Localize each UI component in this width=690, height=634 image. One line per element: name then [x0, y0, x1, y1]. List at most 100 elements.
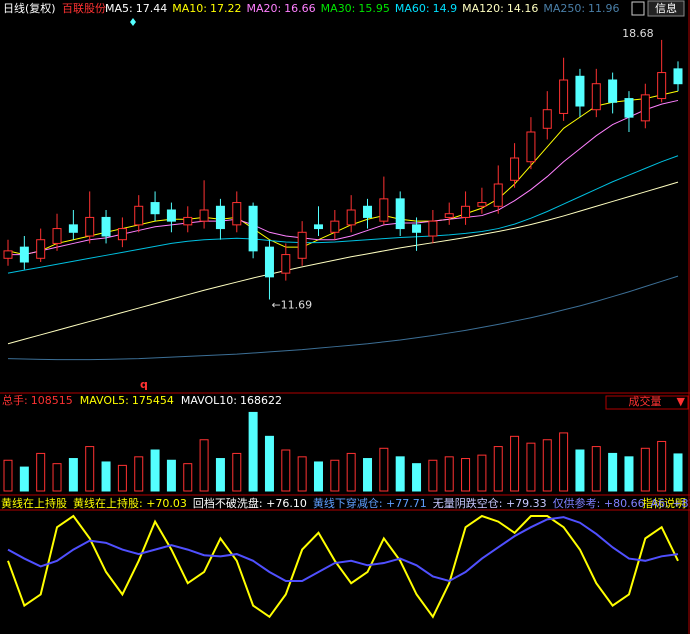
ma-legend: MA120: 14.16 [462, 2, 538, 15]
legend-name: MAVOL5: [80, 394, 129, 407]
diamond-marker [130, 18, 136, 26]
volume-bar [673, 453, 683, 492]
volume-bar [477, 454, 487, 492]
candle-body [68, 224, 78, 233]
volume-bar [85, 446, 95, 492]
info-label[interactable]: 信息 [655, 1, 677, 15]
volume-bar [199, 439, 209, 492]
candle-body [444, 213, 454, 218]
volume-bar [591, 446, 601, 492]
ma-value: 11.96 [588, 2, 620, 15]
volume-bar [264, 435, 274, 492]
candle-body [510, 157, 520, 181]
ma-line [7, 275, 679, 361]
indicator-help[interactable]: 指标说明 [642, 496, 686, 510]
volume-bar [297, 456, 307, 492]
selector-label[interactable]: 成交量 [629, 394, 662, 408]
candle-body [395, 198, 405, 230]
volume-bar [575, 449, 585, 492]
volume-bar [248, 411, 258, 492]
candle-body [3, 250, 13, 259]
candle-body [19, 246, 29, 263]
candle-body [624, 98, 634, 118]
candle-body [117, 228, 127, 241]
candle-body [85, 216, 95, 237]
ma-value: 17.22 [210, 2, 242, 15]
candle-body [313, 224, 323, 230]
candle-body [150, 202, 160, 215]
volume-bar [3, 459, 13, 492]
volume-bar [444, 456, 454, 492]
ma-legend: MA10: 17.22 [172, 2, 241, 15]
ma-name: MA10: [172, 2, 207, 15]
legend-name: MAVOL10: [181, 394, 237, 407]
ma-value: 14.9 [433, 2, 458, 15]
ma-value: 14.16 [507, 2, 539, 15]
candle-body [101, 216, 111, 237]
volume-bar [313, 461, 323, 492]
legend-value: 168622 [240, 394, 282, 407]
candle-body [199, 209, 209, 222]
volume-bar [281, 449, 291, 492]
ma-line [7, 155, 679, 274]
ma-name: MA20: [246, 2, 281, 15]
ma-legend: MA250: 11.96 [543, 2, 619, 15]
volume-bar [640, 447, 650, 492]
volume-bar [608, 452, 618, 492]
volume-bar [134, 456, 144, 492]
volume-legend: MAVOL10: 168622 [181, 394, 282, 407]
candle-body [412, 224, 422, 233]
candle-body [591, 83, 601, 111]
volume-bar [428, 459, 438, 492]
volume-bar [624, 456, 634, 492]
volume-bar [330, 459, 340, 492]
candle-body [52, 228, 62, 244]
stock-name: 百联股份 [62, 2, 106, 15]
volume-bar [412, 463, 422, 492]
candle-body [379, 198, 389, 222]
volume-bar [150, 449, 160, 492]
info-button[interactable] [647, 0, 685, 17]
volume-bar [183, 463, 193, 492]
candle-body [640, 94, 650, 122]
ma-value: 15.95 [358, 2, 390, 15]
toolbar-icon[interactable] [631, 1, 645, 16]
selector-arrow[interactable]: ▼ [677, 395, 686, 408]
indicator-legend: 回档不破洗盘: +76.10 [193, 496, 307, 510]
volume-bar [526, 442, 536, 492]
ma-name: MA5: [105, 2, 133, 15]
volume-bar [232, 452, 242, 492]
indicator-line [7, 514, 679, 619]
candle-body [673, 68, 683, 85]
candle-body [608, 79, 618, 103]
volume-bar [559, 432, 569, 492]
indicator-legend: 无量阴跌空仓: +79.33 [433, 496, 547, 510]
volume-bar [117, 464, 127, 492]
ma-name: MA120: [462, 2, 504, 15]
candle-body [363, 205, 373, 218]
indicator-selector[interactable] [605, 395, 689, 410]
candle-body [281, 254, 291, 274]
legend-value: 175454 [132, 394, 174, 407]
candle-body [215, 205, 225, 230]
ma-legend: MA5: 17.44 [105, 2, 167, 15]
volume-legend: 总手: 108515 [2, 393, 73, 407]
indicator-legend: 黄线在上持股 [1, 496, 67, 510]
volume-bar [36, 452, 46, 492]
volume-bar [657, 440, 667, 492]
candle-body [183, 216, 193, 226]
ma-legend: MA20: 16.66 [246, 2, 315, 15]
price-annotation: ←11.69 [271, 299, 312, 312]
candle-body [248, 205, 258, 252]
indicator-legend: 黄线下穿减仓: +77.71 [313, 496, 427, 510]
candle-body [493, 183, 503, 207]
candle-body [559, 79, 569, 114]
candle-body [36, 239, 46, 259]
candle-body [232, 202, 242, 226]
candle-body [542, 109, 552, 129]
candle-body [346, 209, 356, 226]
ma-legend: MA30: 15.95 [321, 2, 390, 15]
ma-value: 16.66 [284, 2, 316, 15]
